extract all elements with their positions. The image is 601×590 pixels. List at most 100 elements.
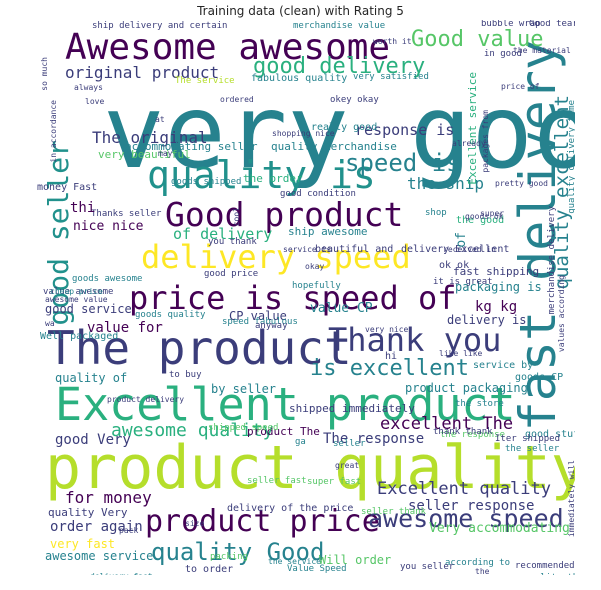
cloud-word: Thanks seller — [91, 209, 162, 219]
chart-title: Training data (clean) with Rating 5 — [197, 4, 404, 18]
cloud-word: product price — [145, 504, 380, 539]
cloud-word: super fast — [307, 477, 362, 487]
cloud-word: quality the — [524, 574, 575, 576]
cloud-word: Awesome awesome — [65, 27, 391, 68]
cloud-word: product delivery — [107, 395, 185, 404]
cloud-word: good delivery — [253, 54, 426, 79]
cloud-word: goods CP — [515, 372, 564, 383]
cloud-word: value for — [87, 320, 163, 336]
cloud-word: kg kg — [475, 299, 518, 315]
cloud-word: merchandise value — [293, 21, 386, 31]
cloud-word: hopefully — [292, 281, 341, 291]
cloud-word: love — [85, 97, 105, 106]
cloud-word: may — [158, 149, 173, 158]
cloud-word: by seller — [211, 382, 277, 396]
cloud-word: always — [74, 83, 103, 92]
cloud-word: Value Speed — [287, 564, 347, 574]
cloud-word: seller fast — [247, 476, 307, 486]
cloud-word: ga — [295, 437, 306, 447]
cloud-word: seller thank — [361, 507, 427, 517]
cloud-word: very satisfied — [353, 72, 429, 82]
cloud-word: very good — [103, 73, 575, 192]
cloud-word: so much — [40, 57, 49, 91]
cloud-word: okay — [305, 262, 325, 271]
cloud-word: delivery speed — [141, 238, 411, 276]
cloud-word: speed is — [345, 149, 461, 177]
cloud-word: the store — [455, 399, 504, 409]
cloud-word: order again — [50, 519, 143, 535]
cloud-word: service is — [283, 245, 332, 254]
cloud-word: merchandise delivery — [547, 206, 557, 315]
cloud-word: received in — [443, 245, 496, 254]
cloud-word: quality of — [55, 371, 128, 385]
cloud-word: awesome service — [45, 549, 154, 563]
cloud-word: Good value — [411, 27, 544, 52]
cloud-word: Thank you — [328, 321, 502, 359]
cloud-word: to buy — [169, 370, 202, 380]
cloud-word: goods shipped — [171, 177, 242, 187]
cloud-word: ordered — [220, 95, 254, 104]
cloud-word: very beautiful — [98, 148, 191, 161]
cloud-word: accommodating seller — [125, 140, 258, 153]
cloud-word: pack — [119, 526, 139, 535]
cloud-word: delivery of the price — [227, 503, 354, 514]
cloud-word: good service — [45, 302, 132, 316]
cloud-word: value awesome — [43, 287, 114, 297]
cloud-word: to order — [185, 564, 234, 575]
cloud-word: in good — [484, 49, 522, 59]
cloud-word: nice nice — [73, 219, 144, 234]
cloud-word: product The — [247, 425, 320, 438]
cloud-word: shipped speed — [208, 423, 279, 433]
cloud-word: of — [454, 232, 469, 248]
cloud-word: in accordance — [49, 100, 58, 163]
cloud-word: Will order — [319, 553, 392, 567]
cloud-word: the service — [268, 557, 321, 566]
cloud-word: the material — [513, 46, 571, 55]
cloud-word: awesome speed — [368, 504, 564, 533]
cloud-word: fast shipping — [453, 265, 540, 278]
cloud-word: wa — [45, 319, 55, 328]
cloud-word: shipped immediately — [289, 402, 415, 415]
cloud-word: thank thank — [433, 427, 493, 437]
cloud-word: for money — [65, 488, 152, 507]
cloud-word: you seller — [400, 562, 455, 572]
cloud-word: value CP — [310, 301, 373, 316]
cloud-word: the good — [456, 215, 505, 226]
cloud-word: packaging is — [455, 280, 542, 294]
cloud-word: super — [480, 209, 505, 218]
cloud-word: okey okay — [330, 95, 379, 105]
cloud-word: response is — [355, 121, 455, 139]
cloud-word: quality Very — [48, 506, 128, 519]
cloud-word: original product — [65, 63, 220, 82]
cloud-word: The original — [92, 128, 208, 147]
cloud-word: quality delivery time — [567, 100, 575, 214]
cloud-word: worth it — [373, 37, 412, 46]
cloud-word: values according — [557, 275, 566, 353]
cloud-word: ok ok — [439, 260, 470, 271]
cloud-word: hi — [385, 351, 398, 362]
cloud-word: the — [475, 567, 490, 576]
cloud-word: thi — [70, 200, 96, 216]
cloud-word: at — [155, 115, 165, 124]
cloud-word: excellent The — [380, 414, 514, 434]
cloud-word: seller response — [408, 498, 535, 514]
cloud-word: the response — [440, 430, 506, 440]
cloud-word: good price — [204, 269, 259, 279]
cloud-word: pretty good — [495, 179, 548, 188]
cloud-word: cool — [232, 207, 241, 227]
cloud-word: ship awesome — [288, 225, 368, 238]
cloud-word: delivery Excellent — [401, 244, 510, 255]
cloud-word: goods quality — [135, 310, 206, 320]
cloud-word: of delivery — [173, 225, 273, 243]
cloud-word: delivery is — [447, 313, 527, 327]
cloud-word: goods ok — [465, 212, 504, 221]
cloud-word: fabulous quality — [251, 73, 348, 84]
cloud-word: already — [452, 139, 486, 148]
cloud-word: Very accommodating — [429, 521, 570, 536]
cloud-word: packing — [210, 552, 248, 562]
cloud-word: The service — [175, 76, 235, 86]
cloud-word: very nice — [365, 325, 409, 334]
cloud-word: price is speed of — [129, 279, 457, 317]
cloud-word: great — [335, 461, 360, 470]
